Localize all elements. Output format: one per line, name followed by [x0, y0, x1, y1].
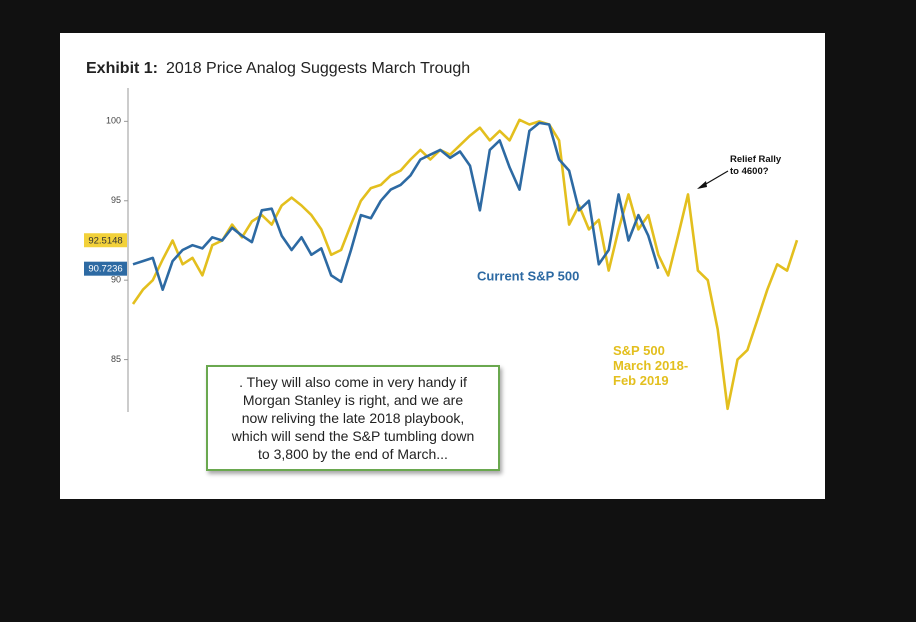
callout: . They will also come in very handy if Mo… [206, 365, 500, 471]
annotation-line: Relief Rally [730, 154, 782, 165]
callout-line: now reliving the late 2018 playbook, [241, 410, 465, 426]
legend-line: S&P 500 [613, 343, 665, 358]
series-line [132, 121, 660, 291]
annotation: Relief Rally to 4600? [730, 154, 782, 177]
y-tick-label: 100 [106, 116, 121, 126]
y-tick-label: 95 [111, 195, 121, 205]
legend-line: Feb 2019 [613, 373, 669, 388]
callout-line: to 3,800 by the end of March... [258, 446, 448, 462]
y-tick-label: 90 [111, 275, 121, 285]
arrow-head [697, 181, 707, 189]
current-value-box [84, 233, 127, 248]
exhibit-label: Exhibit 1: [86, 60, 158, 77]
current-value-label: 90.7236 [88, 264, 122, 275]
current-value-box [84, 261, 127, 276]
annotation-line: to 4600? [730, 166, 769, 177]
series-line [131, 118, 799, 411]
callout-line: which will send the S&P tumbling down [231, 428, 475, 444]
y-tick-label: 85 [111, 354, 121, 364]
callout-line: Morgan Stanley is right, and we are [242, 392, 464, 408]
legend-line: March 2018- [613, 358, 688, 373]
chart-title: 2018 Price Analog Suggests March Trough [166, 60, 470, 77]
current-value-label: 92.5148 [88, 235, 122, 246]
legend-label: Current S&P 500 [477, 268, 579, 283]
legend-label: S&P 500 March 2018-Feb 2019 [613, 343, 688, 388]
callout-line: . They will also come in very handy if [239, 374, 467, 390]
